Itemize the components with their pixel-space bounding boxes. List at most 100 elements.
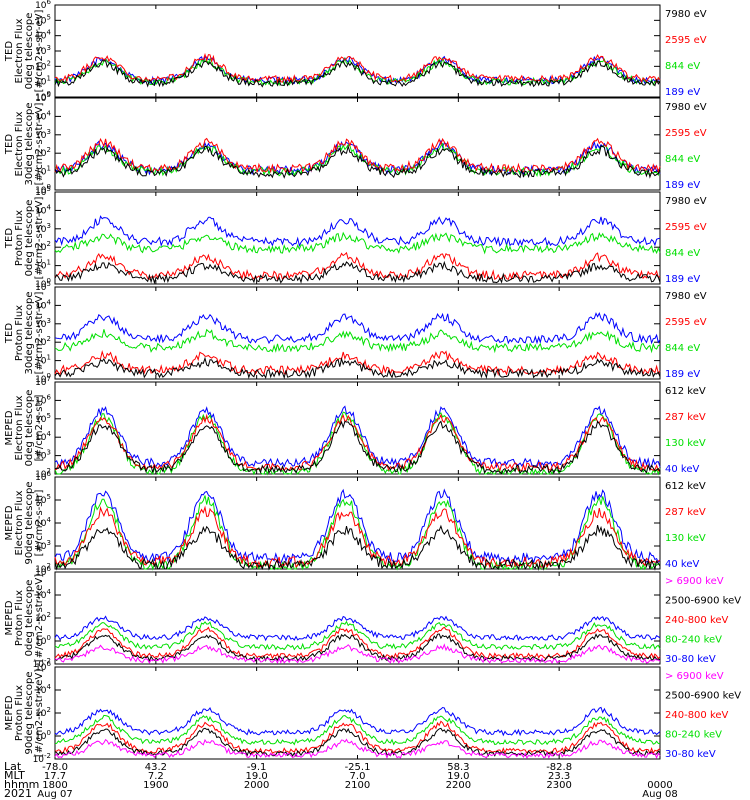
y-tick-label: 101 bbox=[35, 259, 51, 272]
x-tick-label-mlt: 19.0 bbox=[447, 771, 469, 782]
series-line bbox=[54, 505, 661, 569]
y-tick-label: 105 bbox=[35, 493, 51, 506]
y-tick-label: 103 bbox=[35, 539, 51, 552]
legend-entry: 130 keV bbox=[665, 438, 706, 449]
y-tick-label: 106 bbox=[35, 565, 51, 578]
legend-entry: 30-80 keV bbox=[665, 654, 716, 665]
y-axis-label-line: [#/cm2-s-str-eV] bbox=[34, 197, 45, 280]
x-tick-label-hhmm: 2300 bbox=[546, 780, 571, 791]
legend-entry: 189 eV bbox=[665, 87, 700, 98]
x-tick-label-lat: 43.2 bbox=[145, 762, 167, 773]
legend-entry: 240-800 keV bbox=[665, 710, 729, 721]
y-tick-label: 101 bbox=[35, 75, 51, 88]
y-axis-label-line: Proton Flux bbox=[14, 305, 25, 361]
x-row-label-lat: Lat bbox=[4, 760, 22, 773]
x-tick-label-mlt: 19.0 bbox=[246, 771, 268, 782]
legend-entry: 80-240 keV bbox=[665, 730, 722, 741]
series-line bbox=[54, 413, 661, 473]
y-axis-label-line: [#/cm2-s-str-keV] bbox=[34, 669, 45, 757]
x-tick-label-mlt: 7.0 bbox=[350, 771, 366, 782]
y-tick-label: 101 bbox=[35, 354, 51, 367]
y-tick-label: 104 bbox=[35, 29, 51, 42]
y-tick-label: 104 bbox=[35, 298, 51, 311]
y-tick-label: 103 bbox=[35, 44, 51, 57]
legend-entry: 240-800 keV bbox=[665, 615, 729, 626]
y-tick-label: 103 bbox=[35, 222, 51, 235]
y-tick-label: 103 bbox=[35, 128, 51, 141]
series-line bbox=[54, 706, 661, 737]
series-line bbox=[54, 720, 661, 755]
series-line bbox=[54, 356, 661, 380]
y-tick-label: 102 bbox=[35, 240, 51, 253]
legend-entry: 7980 eV bbox=[665, 9, 707, 20]
x-tick-label-hhmm: 1800 bbox=[42, 780, 67, 791]
y-tick-label: 100 bbox=[35, 277, 51, 290]
y-tick-label: 10-2 bbox=[33, 752, 51, 765]
panel-frame bbox=[54, 286, 661, 380]
legend-entry: 30-80 keV bbox=[665, 749, 716, 760]
y-axis-label-line: 90deg telescope bbox=[24, 481, 35, 564]
y-tick-label: 104 bbox=[35, 588, 51, 601]
legend-entry: 287 keV bbox=[665, 412, 706, 423]
y-tick-label: 106 bbox=[35, 393, 51, 406]
y-tick-label: 102 bbox=[35, 706, 51, 719]
series-line bbox=[54, 231, 661, 255]
y-tick-label: 104 bbox=[35, 109, 51, 122]
legend-entry: > 6900 keV bbox=[665, 576, 724, 587]
series-line bbox=[54, 643, 661, 665]
panel-frame bbox=[54, 666, 661, 760]
legend-entry: 844 eV bbox=[665, 61, 700, 72]
legend-entry: 189 eV bbox=[665, 180, 700, 191]
legend-entry: 612 keV bbox=[665, 386, 706, 397]
x-tick-label-lat: -82.8 bbox=[546, 762, 572, 773]
legend-entry: 2500-6900 keV bbox=[665, 691, 741, 702]
y-axis-label-line: MEPED bbox=[4, 695, 15, 730]
y-tick-label: 104 bbox=[35, 683, 51, 696]
y-axis-label-line: Electron Flux bbox=[14, 18, 25, 83]
x-tick-label-hhmm: 0000 bbox=[647, 780, 672, 791]
y-axis-label-line: Proton Flux bbox=[14, 685, 25, 741]
y-tick-label: 103 bbox=[35, 317, 51, 330]
y-axis-label-line: Electron Flux bbox=[14, 111, 25, 176]
y-axis-label-line: 0deg telescope bbox=[24, 200, 35, 277]
y-tick-label: 100 bbox=[35, 90, 51, 103]
y-tick-label: 100 bbox=[35, 372, 51, 385]
y-tick-label: 106 bbox=[35, 660, 51, 673]
legend-entry: 2595 eV bbox=[665, 35, 707, 46]
y-axis-label: MEPEDProton Flux0deg telescope[#/cm2-s-s… bbox=[4, 574, 45, 662]
y-axis-label-line: Electron Flux bbox=[14, 395, 25, 460]
y-axis-label: TEDProton Flux0deg telescope[#/cm2-s-str… bbox=[4, 197, 45, 280]
x-tick-label-mlt: 7.2 bbox=[148, 771, 164, 782]
y-axis-label-line: [#/cm2-s-str-eV] bbox=[34, 103, 45, 186]
x-tick-label-mlt: 17.7 bbox=[44, 771, 66, 782]
y-axis-label: MEPEDProton Flux90deg telescope[#/cm2-s-… bbox=[4, 669, 45, 757]
x-row-label-hhmm: hhmm bbox=[4, 778, 39, 791]
y-axis-label-line: [#/cm2-s-str] bbox=[34, 489, 45, 556]
series-line bbox=[54, 495, 661, 571]
x-tick-label-date: Aug 07 bbox=[37, 789, 72, 800]
legend-entry: 7980 eV bbox=[665, 196, 707, 207]
y-tick-label: 102 bbox=[35, 59, 51, 72]
legend-entry: 287 keV bbox=[665, 507, 706, 518]
x-tick-label-hhmm: 1900 bbox=[143, 780, 168, 791]
y-tick-label: 105 bbox=[35, 185, 51, 198]
x-tick-label-lat: -9.1 bbox=[247, 762, 267, 773]
series-line bbox=[54, 420, 661, 475]
series-line bbox=[54, 57, 661, 87]
y-axis-label-line: 0deg telescope bbox=[24, 13, 35, 90]
y-axis-label-line: [#/cm2-s-str] bbox=[34, 394, 45, 461]
legend-entry: 612 keV bbox=[665, 481, 706, 492]
series-line bbox=[54, 524, 661, 571]
series-line bbox=[54, 349, 661, 377]
x-tick-label-hhmm: 2200 bbox=[446, 780, 471, 791]
y-tick-label: 104 bbox=[35, 430, 51, 443]
x-tick-label-lat: 58.3 bbox=[447, 762, 469, 773]
legend-entry: 844 eV bbox=[665, 343, 700, 354]
y-tick-label: 105 bbox=[35, 412, 51, 425]
panel-5: 102 103 104 105 106 107 MEPEDElectron Flux0deg… bbox=[4, 375, 706, 480]
